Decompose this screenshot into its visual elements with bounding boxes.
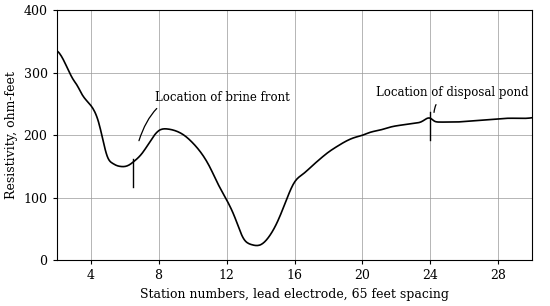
X-axis label: Station numbers, lead electrode, 65 feet spacing: Station numbers, lead electrode, 65 feet… <box>140 288 449 301</box>
Text: Location of disposal pond: Location of disposal pond <box>376 86 529 112</box>
Text: Location of brine front: Location of brine front <box>139 91 290 141</box>
Y-axis label: Resistivity, ohm-feet: Resistivity, ohm-feet <box>5 71 18 199</box>
